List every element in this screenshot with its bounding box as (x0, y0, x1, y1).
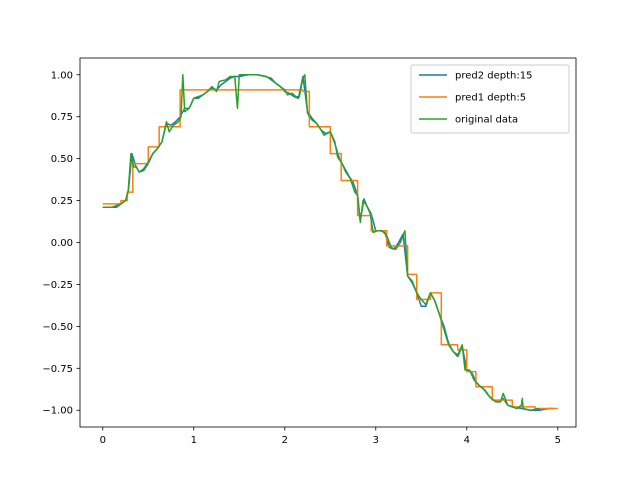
y-axis: 1.00 0.75 0.50 0.25 0.00 −0.25 −0.50 −0.75 −1.00 (42, 70, 80, 417)
y-tick-label: −0.75 (42, 364, 73, 375)
legend-label-2: pred1 depth:5 (455, 93, 526, 104)
x-tick-label: 0 (100, 435, 106, 446)
series-line-3 (102, 74, 540, 411)
y-tick-label: 0.25 (51, 196, 73, 207)
x-tick-label: 1 (191, 435, 197, 446)
x-tick-label: 4 (464, 435, 470, 446)
series-layer (102, 74, 558, 411)
y-tick-label: −1.00 (42, 406, 73, 417)
legend-items: pred2 depth:15 pred1 depth:5 original data (419, 71, 532, 126)
y-tick-label: −0.50 (42, 322, 73, 333)
legend-label-1: pred2 depth:15 (455, 71, 532, 82)
x-axis: 0 1 2 3 4 5 (100, 427, 561, 446)
y-tick-label: 1.00 (51, 70, 73, 81)
series-line-2 (102, 89, 558, 410)
y-tick-label: 0.75 (51, 112, 73, 123)
legend: pred2 depth:15 pred1 depth:5 original data (410, 64, 570, 134)
y-tick-label: −0.25 (42, 280, 73, 291)
x-tick-label: 2 (282, 435, 288, 446)
y-tick-label: 0.00 (51, 238, 73, 249)
x-tick-label: 5 (555, 435, 561, 446)
legend-label-3: original data (455, 115, 518, 126)
legend-box (410, 64, 570, 134)
y-tick-label: 0.50 (51, 154, 73, 165)
x-tick-label: 3 (373, 435, 379, 446)
